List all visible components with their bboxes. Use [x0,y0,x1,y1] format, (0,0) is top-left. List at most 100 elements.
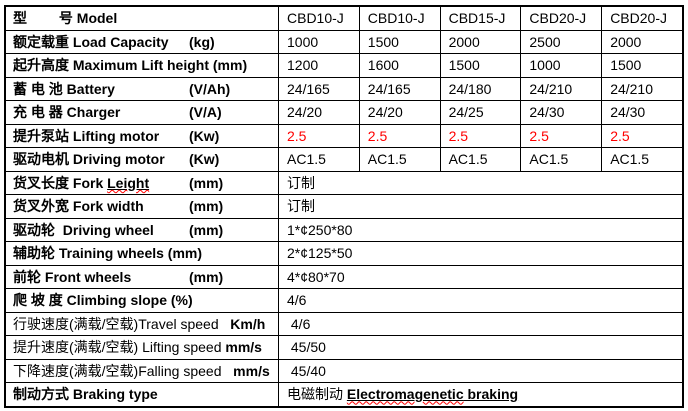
value-text: AC1.5 [610,151,650,168]
value-text: 24/165 [367,80,411,97]
value-text: braking [463,386,519,403]
row-value-fork-length: 订制 [278,171,682,194]
row-unit: (mm) [189,268,224,285]
value-text: 4/6 [287,292,307,309]
value-text: 2.5 [367,127,388,144]
value-text: 2000 [448,33,480,50]
row-value-charger-col2: 24/20 [358,101,440,124]
row-value-charger-col3: 24/25 [439,101,521,124]
row-unit-inline: mm/s [225,339,262,356]
row-value-driving-wheel: 1*¢250*80 [278,218,682,241]
row-value-model-col4: CBD20-J [520,7,601,30]
value-text: 订制 [287,174,315,191]
row-value-climbing-slope: 4/6 [278,289,682,312]
row-label-text: 起升高度 Maximum Lift height (mm) [13,57,248,74]
row-unit: (V/A) [189,104,222,121]
row-value-max-lift-height-col3: 1500 [439,54,521,77]
value-text: 24/20 [367,104,403,121]
table-row-travel-speed: 行驶速度(满载/空载)Travel speed Km/h 4/6 [6,311,682,336]
value-text: 1200 [287,57,319,74]
value-text: CBD20-J [610,10,667,27]
row-label-lifting-speed: 提升速度(满载/空载) Lifting speed mm/s [6,336,278,359]
row-label-text: 提升速度(满载/空载) Lifting speed [13,339,226,356]
table-row-training-wheels: 辅助轮 Training wheels (mm) 2*¢125*50 [6,241,682,265]
row-value-fork-width: 订制 [278,195,682,218]
row-label-falling-speed: 下降速度(满载/空载)Falling speed mm/s [6,360,278,383]
value-text: 1000 [287,33,319,50]
row-value-driving-motor-col2: AC1.5 [358,148,440,171]
row-label-travel-speed: 行驶速度(满载/空载)Travel speed Km/h [6,313,278,336]
row-label-text: 前轮 Front wheels [13,268,132,285]
value-text: 电磁制动 [287,386,347,403]
table-row-battery: 蓄 电 池 Battery (V/Ah) 24/165 24/165 24/180 24/… [6,76,682,101]
row-value-driving-motor-col4: AC1.5 [520,148,601,171]
value-text: 45/40 [287,362,326,379]
row-label-braking-type: 制动方式 Braking type [6,383,278,406]
row-value-max-lift-height-col5: 1500 [601,54,682,77]
value-text: 24/180 [448,80,492,97]
row-value-battery-col2: 24/165 [358,77,440,100]
row-label-text: 辅助轮 Training wheels (mm) [13,245,203,262]
value-text: 1000 [529,57,561,74]
row-label-max-lift-height: 起升高度 Maximum Lift height (mm) [6,54,278,77]
table-row-lifting-speed: 提升速度(满载/空载) Lifting speed mm/s 45/50 [6,335,682,359]
table-row-front-wheels: 前轮 Front wheels (mm) 4*¢80*70 [6,264,682,289]
row-value-battery-col3: 24/180 [439,77,521,100]
value-text: 24/30 [529,104,565,121]
value-text: AC1.5 [448,151,488,168]
value-text: AC1.5 [367,151,407,168]
table-row-falling-speed: 下降速度(满载/空载)Falling speed mm/s 45/40 [6,358,682,383]
misspelled-word: Electromagenetic [346,386,464,403]
value-text: CBD20-J [529,10,587,27]
row-value-charger-col4: 24/30 [520,101,601,124]
value-text: 2000 [610,33,642,50]
row-value-model-col3: CBD15-J [439,7,521,30]
row-value-driving-motor-col1: AC1.5 [278,148,359,171]
table-row-fork-length: 货叉长度 Fork Leight (mm) 订制 [6,170,682,194]
spec-table: 型 号 Model CBD10-J CBD10-J CBD15-J CBD20-J CBD… [4,5,684,408]
value-text: CBD10-J [287,10,344,27]
table-row-max-lift-height: 起升高度 Maximum Lift height (mm) 1200 1600 150… [6,53,682,77]
row-value-lifting-motor-col3: 2.5 [439,124,521,147]
table-row-load-capacity: 额定载重 Load Capacity (kg) 1000 1500 2000 2500 20… [6,29,682,53]
value-text: AC1.5 [287,151,326,168]
row-unit: (mm) [189,221,224,238]
value-text: 订制 [287,198,315,215]
row-label-training-wheels: 辅助轮 Training wheels (mm) [6,242,278,265]
value-text: 2*¢125*50 [287,245,353,262]
row-label-battery: 蓄 电 池 Battery (V/Ah) [6,78,278,101]
row-unit: (V/Ah) [189,80,231,97]
row-label-text: 爬 坡 度 Climbing slope (%) [13,292,193,309]
table-row-driving-wheel: 驱动轮 Driving wheel (mm) 1*¢250*80 [6,217,682,242]
table-row-model: 型 号 Model CBD10-J CBD10-J CBD15-J CBD20-J CBD… [6,7,682,30]
value-text: 4*¢80*70 [287,268,345,285]
row-value-model-col5: CBD20-J [601,7,682,30]
row-unit: (Kw) [189,127,220,144]
value-text: 2.5 [529,127,549,144]
row-label-text: 行驶速度(满载/空载)Travel speed [13,315,231,332]
row-value-load-capacity-col4: 2500 [520,30,601,53]
row-value-training-wheels: 2*¢125*50 [278,242,682,265]
row-value-front-wheels: 4*¢80*70 [278,265,682,288]
row-label-climbing-slope: 爬 坡 度 Climbing slope (%) [6,289,278,312]
row-label-text: 货叉外宽 Fork width [13,198,144,215]
row-value-model-col1: CBD10-J [278,7,359,30]
row-label-model: 型 号 Model [6,7,278,30]
value-text: 1500 [610,57,642,74]
row-label-text: 额定载重 Load Capacity [13,33,169,50]
row-label-charger: 充 电 器 Charger (V/A) [6,101,278,124]
value-text: CBD15-J [448,10,506,27]
row-value-load-capacity-col2: 1500 [358,30,440,53]
value-text: 24/210 [610,80,654,97]
row-value-lifting-motor-col2: 2.5 [358,124,440,147]
value-text: 4/6 [287,315,311,332]
row-label-driving-motor: 驱动电机 Driving motor (Kw) [6,148,278,171]
row-unit-inline: Km/h [230,315,266,332]
row-label-fork-width: 货叉外宽 Fork width (mm) [6,195,278,218]
value-text: 1500 [448,57,480,74]
row-label-front-wheels: 前轮 Front wheels (mm) [6,266,278,289]
row-label-text: 制动方式 Braking type [13,386,158,403]
table-row-braking-type: 制动方式 Braking type 电磁制动 Electromagenetic b… [6,382,682,406]
row-label-driving-wheel: 驱动轮 Driving wheel (mm) [6,219,278,242]
row-label-lifting-motor: 提升泵站 Lifting motor (Kw) [6,125,278,148]
